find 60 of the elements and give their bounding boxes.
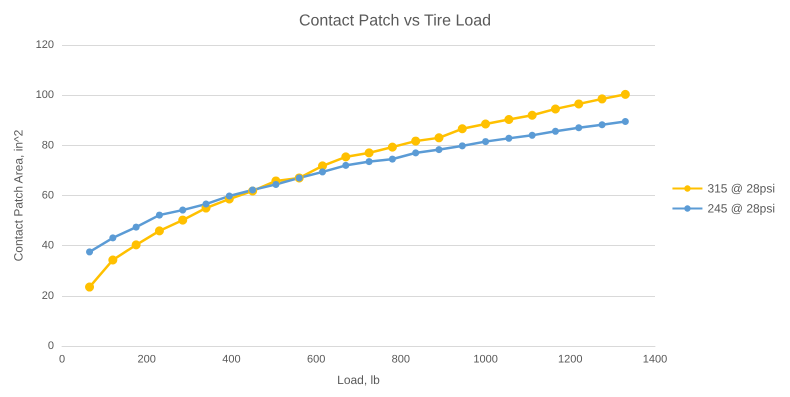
point [364, 148, 374, 158]
x-tick-label: 0 [58, 354, 66, 366]
point [156, 212, 163, 219]
point [341, 152, 350, 162]
x-tick-label: 200 [138, 354, 156, 366]
point [458, 142, 466, 150]
x-tick-label: 400 [222, 354, 241, 366]
chart-title: Contact Patch vs Tire Load [298, 12, 492, 30]
point [132, 240, 141, 250]
point [552, 128, 559, 135]
point [505, 134, 512, 142]
point [388, 156, 396, 163]
point [622, 118, 629, 125]
y-tick-label: 80 [42, 139, 54, 152]
y-tick-label: 120 [36, 39, 54, 51]
point [132, 224, 140, 231]
point [179, 206, 186, 214]
y-tick-label: 20 [42, 290, 54, 302]
point [272, 180, 280, 188]
point [481, 120, 490, 129]
point [178, 216, 188, 225]
point [434, 133, 444, 142]
y-tick-label: 0 [48, 340, 54, 352]
point [598, 121, 606, 128]
point [109, 234, 116, 242]
point [388, 142, 397, 152]
y-tick-label: 100 [36, 89, 54, 102]
point [412, 149, 420, 156]
point [575, 124, 582, 132]
y-tick-label: 40 [42, 240, 54, 252]
point [154, 226, 164, 236]
point [482, 138, 490, 146]
x-tick-label: 1000 [473, 354, 498, 366]
x-axis-title: Load, lb [337, 373, 380, 387]
point [528, 110, 537, 120]
point [202, 200, 210, 208]
x-tick-label: 1400 [642, 354, 668, 366]
point [366, 158, 373, 166]
x-tick-label: 1200 [558, 354, 583, 366]
y-axis-title: Contact Patch Area, in^2 [12, 129, 26, 262]
point [620, 90, 630, 99]
legend-label: 245 @ 28psi [707, 202, 776, 216]
x-tick-label: 600 [306, 354, 326, 366]
point [86, 248, 94, 256]
point [574, 99, 584, 108]
point [411, 136, 420, 146]
point [226, 192, 233, 200]
point [504, 115, 514, 124]
point [435, 146, 442, 154]
point [85, 282, 94, 292]
y-tick-label: 60 [42, 190, 54, 202]
point [528, 132, 536, 139]
point [342, 162, 350, 169]
point [598, 94, 607, 104]
point [458, 124, 467, 134]
legend-label: 315 @ 28psi [707, 182, 776, 196]
point [550, 104, 560, 114]
x-tick-label: 800 [392, 354, 410, 366]
point [319, 168, 326, 176]
point [108, 255, 118, 264]
